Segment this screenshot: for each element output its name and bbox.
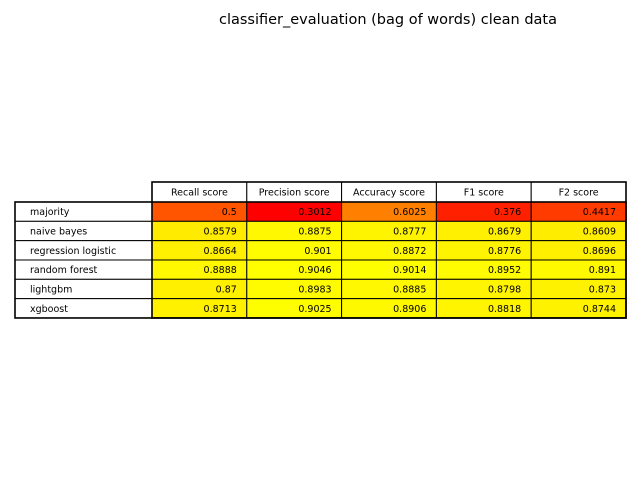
column-header-label: Recall score [171,188,228,199]
cell-value: 0.8818 [488,304,521,315]
cell-value: 0.8888 [204,265,237,276]
cell-value: 0.6025 [393,207,426,218]
cell-value: 0.891 [589,265,616,276]
cell-value: 0.8952 [488,265,521,276]
row-label: naive bayes [30,226,87,237]
cell-value: 0.8872 [393,246,426,257]
cell-value: 0.8906 [393,304,426,315]
row-label: xgboost [30,304,68,315]
cell-value: 0.376 [494,207,521,218]
cell-value: 0.8579 [204,226,237,237]
cell-value: 0.8664 [204,246,237,257]
row-label: lightgbm [30,284,72,295]
cell-value: 0.3012 [298,207,331,218]
cell-value: 0.8798 [488,284,521,295]
cell-value: 0.8713 [204,304,237,315]
cell-value: 0.8609 [583,226,616,237]
cell-value: 0.8679 [488,226,521,237]
cell-value: 0.873 [589,284,616,295]
column-header-label: Precision score [259,188,330,199]
cell-value: 0.5 [222,207,237,218]
cell-value: 0.9025 [298,304,331,315]
cell-value: 0.8885 [393,284,426,295]
row-label: majority [30,207,70,218]
cell-value: 0.8983 [298,284,331,295]
cell-value: 0.901 [304,246,331,257]
cell-value: 0.8744 [583,304,616,315]
cell-value: 0.8696 [583,246,616,257]
cell-value: 0.9046 [298,265,331,276]
cell-value: 0.9014 [393,265,426,276]
cell-value: 0.8776 [488,246,521,257]
chart-title: classifier_evaluation (bag of words) cle… [218,12,558,28]
cell-value: 0.8777 [393,226,426,237]
cell-value: 0.8875 [298,226,331,237]
column-header-label: Accuracy score [353,188,425,199]
column-header-label: F2 score [559,188,599,199]
body-outer-border [14,201,627,319]
cell-value: 0.4417 [583,207,616,218]
row-label: regression logistic [30,246,116,257]
cell-value: 0.87 [216,284,237,295]
column-header-label: F1 score [464,188,504,199]
row-label: random forest [30,265,98,276]
